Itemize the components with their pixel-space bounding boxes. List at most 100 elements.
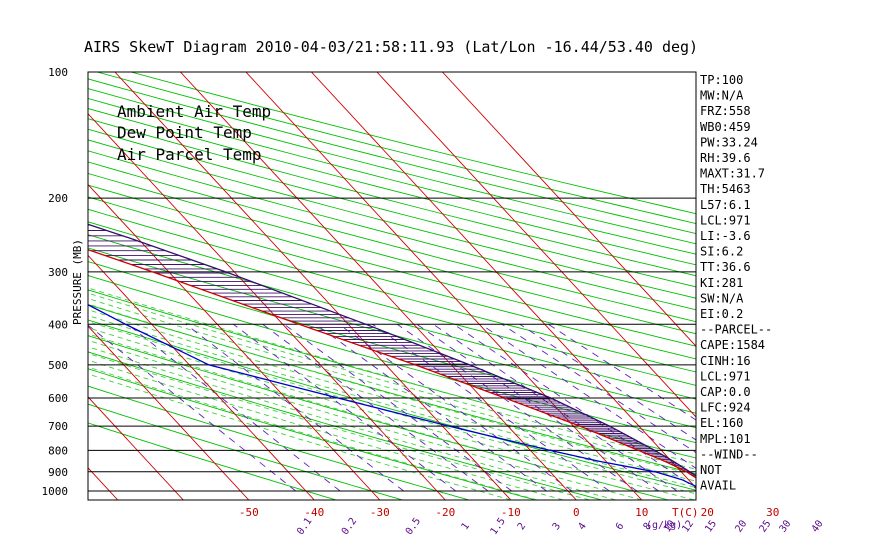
mixing-ratio-label: 20 [733, 518, 749, 534]
dry-adiabat [88, 335, 668, 500]
mixing-ratio-label: 25 [758, 518, 774, 534]
chart-title: AIRS SkewT Diagram 2010-04-03/21:58:11.9… [84, 38, 698, 56]
isotherm [245, 72, 643, 500]
pressure-tick-label: 1000 [42, 485, 69, 498]
bottom-temp-tick-label: -10 [501, 506, 521, 519]
index-line: NOT [700, 463, 722, 477]
isotherm [442, 72, 696, 347]
isotherm [180, 72, 577, 500]
moist-adiabat [88, 339, 642, 500]
moist-adiabat [88, 352, 590, 500]
dry-adiabat [88, 196, 696, 360]
index-line: RH:39.6 [700, 151, 751, 165]
bottom-temp-tick-label: -30 [370, 506, 390, 519]
index-line: L57:6.1 [700, 198, 751, 212]
index-line: MAXT:31.7 [700, 167, 765, 181]
mixing-ratio-label: 4 [576, 521, 588, 532]
index-line: LCL:971 [700, 213, 751, 227]
dry-adiabat [88, 97, 696, 255]
dry-adiabat [88, 422, 336, 500]
index-line: LI:-3.6 [700, 229, 751, 243]
index-line: LCL:971 [700, 369, 751, 383]
moist-adiabat [88, 309, 696, 482]
dry-adiabat [88, 118, 696, 277]
dry-adiabat [88, 221, 696, 386]
index-line: SW:N/A [700, 291, 744, 305]
dry-adiabat [88, 108, 696, 266]
isotherm [88, 396, 184, 500]
moist-adiabat [88, 333, 669, 500]
pressure-tick-label: 500 [48, 359, 68, 372]
index-line: CINH:16 [700, 354, 751, 368]
mixing-ratio-label: 3 [551, 521, 563, 532]
index-line: MPL:101 [700, 432, 751, 446]
index-line: MW:N/A [700, 89, 744, 103]
dew-point-temp-line [88, 304, 696, 488]
legend: Ambient Air Temp Dew Point Temp Air Parc… [117, 102, 271, 164]
dry-adiabat [88, 208, 696, 373]
mixing-ratio-line [127, 323, 341, 492]
mixing-ratio-label: 8 [642, 521, 654, 532]
air-parcel-temp-line [88, 223, 696, 477]
mixing-ratio-line [396, 323, 638, 492]
isotherm [114, 72, 512, 500]
mixing-ratio-label: 1.5 [489, 516, 508, 537]
moist-adiabat [88, 346, 616, 500]
bottom-temp-tick-label: 30 [766, 506, 779, 519]
y-axis-label: PRESSURE (MB) [71, 239, 84, 325]
moist-adiabat [88, 327, 695, 500]
dry-adiabat [88, 403, 403, 500]
index-line: EL:160 [700, 416, 743, 430]
mixing-ratio-label: 6 [614, 521, 626, 532]
isotherm [88, 325, 250, 500]
index-line: LFC:924 [700, 401, 751, 415]
mixing-ratio-line [453, 323, 696, 489]
index-line: AVAIL [700, 479, 736, 493]
dry-adiabat [88, 234, 696, 400]
index-line: FRZ:558 [700, 104, 751, 118]
dry-adiabat [88, 128, 696, 288]
mixing-ratio-line [501, 323, 696, 454]
isotherm [88, 467, 119, 500]
mixing-ratio-label: 40 [810, 518, 826, 534]
mixing-ratio-line [315, 323, 547, 492]
ambient-air-temp-line [88, 248, 696, 479]
pressure-tick-label: 100 [48, 66, 68, 79]
index-line: CAPE:1584 [700, 338, 765, 352]
dry-adiabat [88, 184, 696, 347]
moist-adiabat [88, 359, 564, 500]
isotherm [311, 72, 696, 489]
legend-ambient-air-temp: Ambient Air Temp [117, 102, 271, 121]
moist-adiabat [88, 303, 696, 476]
mixing-ratio-label: 1 [460, 521, 472, 532]
mixing-ratio-label: 30 [778, 518, 794, 534]
mixing-ratio-label: 2 [516, 521, 528, 532]
mixing-ratio-line [185, 323, 404, 492]
pressure-tick-label: 300 [48, 266, 68, 279]
legend-air-parcel-temp: Air Parcel Temp [117, 145, 262, 164]
mixing-ratio-label: 12 [680, 518, 696, 534]
mixing-ratio-line [88, 324, 296, 492]
moist-adiabat [88, 315, 696, 488]
pressure-tick-label: 400 [48, 318, 68, 331]
moist-adiabat [88, 292, 696, 464]
bottom-temp-tick-label: 10 [635, 506, 648, 519]
plot-frame [87, 71, 697, 501]
isotherm [88, 183, 381, 500]
bottom-temp-tick-label: -40 [304, 506, 324, 519]
mixing-ratio-label: 0.2 [340, 516, 359, 537]
index-line: TH:5463 [700, 182, 751, 196]
index-line: KI:281 [700, 276, 743, 290]
isotherm [88, 113, 446, 500]
moist-adiabat [88, 321, 696, 495]
dry-adiabat [88, 319, 696, 491]
moist-adiabat [88, 287, 696, 459]
isotherm [376, 72, 696, 418]
bottom-unit-label: T(C) [672, 506, 699, 519]
index-line: PW:33.24 [700, 135, 758, 149]
dry-adiabat [88, 304, 696, 475]
bottom-temp-tick-label: -20 [435, 506, 455, 519]
dry-adiabat [88, 172, 696, 335]
